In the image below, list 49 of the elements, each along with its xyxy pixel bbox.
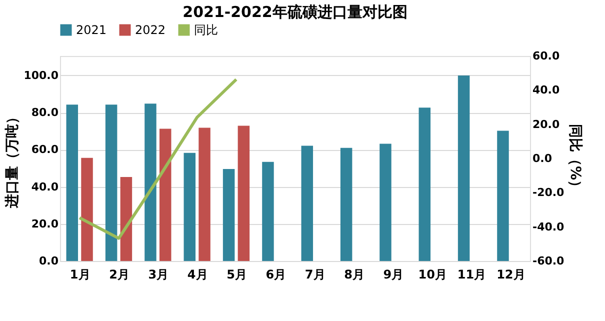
y-tick-label: 40.0 [31, 180, 59, 194]
legend-label: 2022 [135, 23, 166, 37]
bar [497, 130, 509, 261]
bar [66, 104, 78, 261]
bar [418, 108, 431, 261]
legend-label: 2021 [76, 23, 107, 37]
bar [262, 162, 274, 261]
bar [81, 158, 93, 261]
y-tick-label: 80.0 [31, 106, 59, 120]
bar [105, 104, 118, 261]
x-tick-label: 6月 [266, 268, 286, 282]
bar [159, 128, 172, 261]
y2-tick-label: -60.0 [532, 254, 565, 268]
y-tick-label: 60.0 [31, 143, 59, 156]
x-tick-label: 7月 [304, 268, 326, 282]
legend-label: 同比 [194, 23, 218, 37]
bar [301, 146, 314, 261]
y2-tick-label: 0.0 [532, 152, 552, 165]
x-tick-label: 10月 [418, 268, 447, 282]
y-tick-label: 0.0 [39, 254, 59, 268]
y2-axis-title: 同比（%） [567, 124, 584, 194]
bar [120, 176, 132, 261]
bar [198, 128, 210, 261]
x-tick-label: 9月 [383, 268, 404, 282]
x-tick-label: 1月 [70, 268, 90, 282]
y-tick-label: 100.0 [24, 68, 59, 82]
chart-title: 2021-2022年硫磺进口量对比图 [182, 3, 408, 21]
line-series [78, 78, 238, 240]
y2-tick-label: 40.0 [532, 84, 560, 97]
y2-tick-label: -40.0 [532, 220, 565, 234]
x-tick-label: 8月 [344, 268, 364, 282]
x-tick-label: 12月 [496, 268, 526, 282]
x-tick-label: 4月 [187, 268, 208, 282]
y2-tick-label: 20.0 [532, 118, 560, 131]
y2-tick-label: 60.0 [532, 50, 560, 62]
x-tick-label: 5月 [226, 268, 247, 282]
bar [144, 104, 156, 261]
x-tick-label: 2月 [109, 268, 130, 282]
x-tick-label: 11月 [457, 268, 486, 282]
bar [184, 152, 196, 261]
x-tick-label: 3月 [148, 268, 169, 282]
bar [222, 168, 235, 261]
bar [458, 75, 470, 261]
bar [340, 148, 352, 261]
y2-tick-label: -20.0 [532, 186, 565, 200]
bar [380, 144, 392, 261]
y-axis-title: 进口量（万吨） [4, 110, 21, 209]
y-tick-label: 20.0 [31, 217, 59, 230]
bar [238, 126, 250, 261]
